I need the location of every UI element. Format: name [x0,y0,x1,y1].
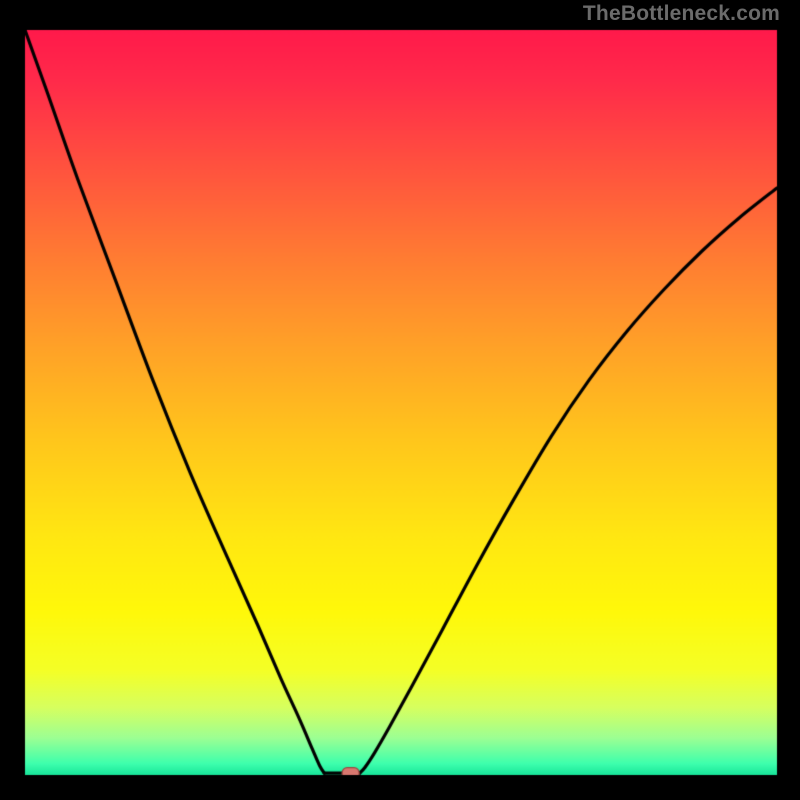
watermark-text: TheBottleneck.com [583,2,780,26]
bottleneck-chart [0,0,800,800]
